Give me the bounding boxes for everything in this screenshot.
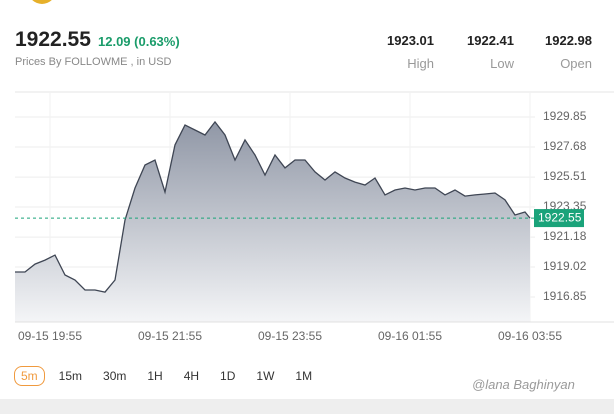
timeframe-button[interactable]: 1D bbox=[220, 369, 236, 383]
source: Prices By FOLLOWME , in USD bbox=[15, 56, 172, 68]
stat-label: Low bbox=[490, 56, 514, 71]
timeframe-button[interactable]: 1H bbox=[147, 369, 163, 383]
stat-label: Open bbox=[560, 56, 592, 71]
stat: 1923.01 High bbox=[364, 33, 434, 71]
timeframe-button[interactable]: 30m bbox=[103, 369, 127, 383]
stat-value: 1922.98 bbox=[545, 33, 592, 48]
y-tick-label: 1927.68 bbox=[543, 139, 587, 153]
y-tick-label: 1916.85 bbox=[543, 289, 587, 303]
x-tick-label: 09-15 21:55 bbox=[138, 329, 202, 343]
x-tick-label: 09-15 23:55 bbox=[258, 329, 322, 343]
x-tick-label: 09-16 01:55 bbox=[378, 329, 442, 343]
timeframe-button[interactable]: 4H bbox=[183, 369, 200, 383]
chart: 1916.851919.021921.181923.351925.511927.… bbox=[15, 91, 614, 343]
timeframe-button[interactable]: 5m bbox=[14, 366, 45, 386]
line bbox=[15, 120, 531, 293]
logo bbox=[28, 0, 56, 4]
watermark: @lana Baghinyan bbox=[472, 377, 575, 392]
y-tick-label: 1925.51 bbox=[543, 169, 587, 183]
x-tick-label: 09-15 19:55 bbox=[18, 329, 82, 343]
x-tick-label: 09-16 03:55 bbox=[498, 329, 562, 343]
price: 1922.55 bbox=[15, 28, 91, 51]
stat-label: High bbox=[407, 56, 434, 71]
y-tick-label: 1929.85 bbox=[543, 109, 587, 123]
footer-bar bbox=[0, 399, 614, 414]
stat: 1922.41 Low bbox=[444, 33, 514, 71]
y-tick-label: 1921.18 bbox=[543, 229, 587, 243]
timeframe-button[interactable]: 1W bbox=[256, 369, 275, 383]
stat: 1922.98 Open bbox=[522, 33, 592, 71]
last-price-box bbox=[534, 209, 584, 228]
timeframe-button[interactable]: 1M bbox=[295, 369, 313, 383]
y-tick-label: 1919.02 bbox=[543, 259, 587, 273]
last-price-label: 1922.55 bbox=[538, 210, 582, 224]
stat-value: 1923.01 bbox=[387, 33, 434, 48]
timeframe-button[interactable]: 15m bbox=[58, 369, 83, 383]
price-change: 12.09 (0.63%) bbox=[98, 34, 180, 49]
stat-value: 1922.41 bbox=[467, 33, 514, 48]
timeframes: 5m 15m 30m 1H 4H 1D 1W 1M bbox=[14, 366, 326, 386]
area bbox=[15, 121, 530, 323]
